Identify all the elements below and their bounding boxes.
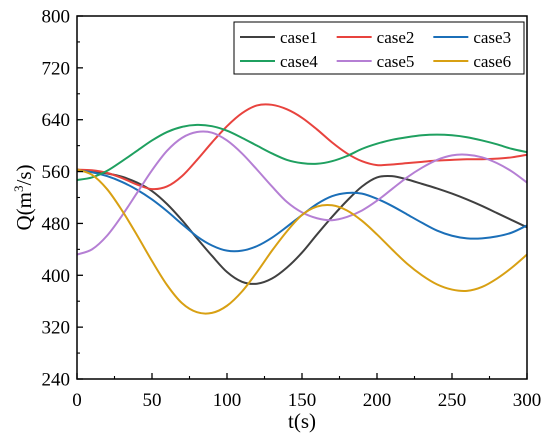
y-tick-label: 720 (42, 58, 71, 79)
x-axis-label: t(s) (288, 409, 316, 433)
y-axis-label-tail: /s) (12, 164, 36, 185)
legend-label-case6: case6 (473, 52, 511, 71)
series-line-case4 (76, 123, 528, 181)
y-tick-label: 560 (42, 162, 71, 183)
y-tick-label: 480 (42, 214, 71, 235)
series-line-case5 (76, 130, 528, 256)
legend-label-case1: case1 (280, 28, 318, 47)
legend-label-case5: case5 (377, 52, 415, 71)
legend: case1 case2 case3 case4 case5 case6 (233, 21, 525, 75)
y-tick-labels: 240 320 400 480 560 640 720 800 (42, 7, 71, 391)
series-line-case2 (76, 103, 528, 191)
x-tick-label: 200 (363, 390, 392, 411)
legend-label-case4: case4 (280, 52, 318, 71)
y-tick-label: 320 (42, 318, 71, 339)
series-line-case6 (76, 168, 528, 315)
x-tick-label: 50 (143, 390, 162, 411)
y-axis-label: Q(m3/s) (11, 164, 36, 230)
y-tick-label: 400 (42, 266, 71, 287)
y-tick-label: 800 (42, 7, 71, 28)
x-tick-labels: 0 50 100 150 200 250 300 (72, 390, 541, 411)
x-tick-label: 250 (438, 390, 467, 411)
y-tick-label: 640 (42, 110, 71, 131)
y-axis-label-main: Q(m (12, 192, 36, 231)
x-tick-label: 0 (72, 390, 82, 411)
legend-box (233, 21, 525, 75)
x-tick-label: 100 (213, 390, 242, 411)
x-tick-label: 300 (513, 390, 542, 411)
y-tick-label: 240 (42, 370, 71, 391)
series-line-case1 (76, 168, 528, 285)
legend-label-case2: case2 (377, 28, 415, 47)
x-tick-label: 150 (288, 390, 317, 411)
y-axis-label-sup: 3 (11, 186, 26, 193)
axis-ticks (76, 15, 528, 380)
plot-lines (76, 103, 528, 315)
legend-label-case3: case3 (473, 28, 511, 47)
